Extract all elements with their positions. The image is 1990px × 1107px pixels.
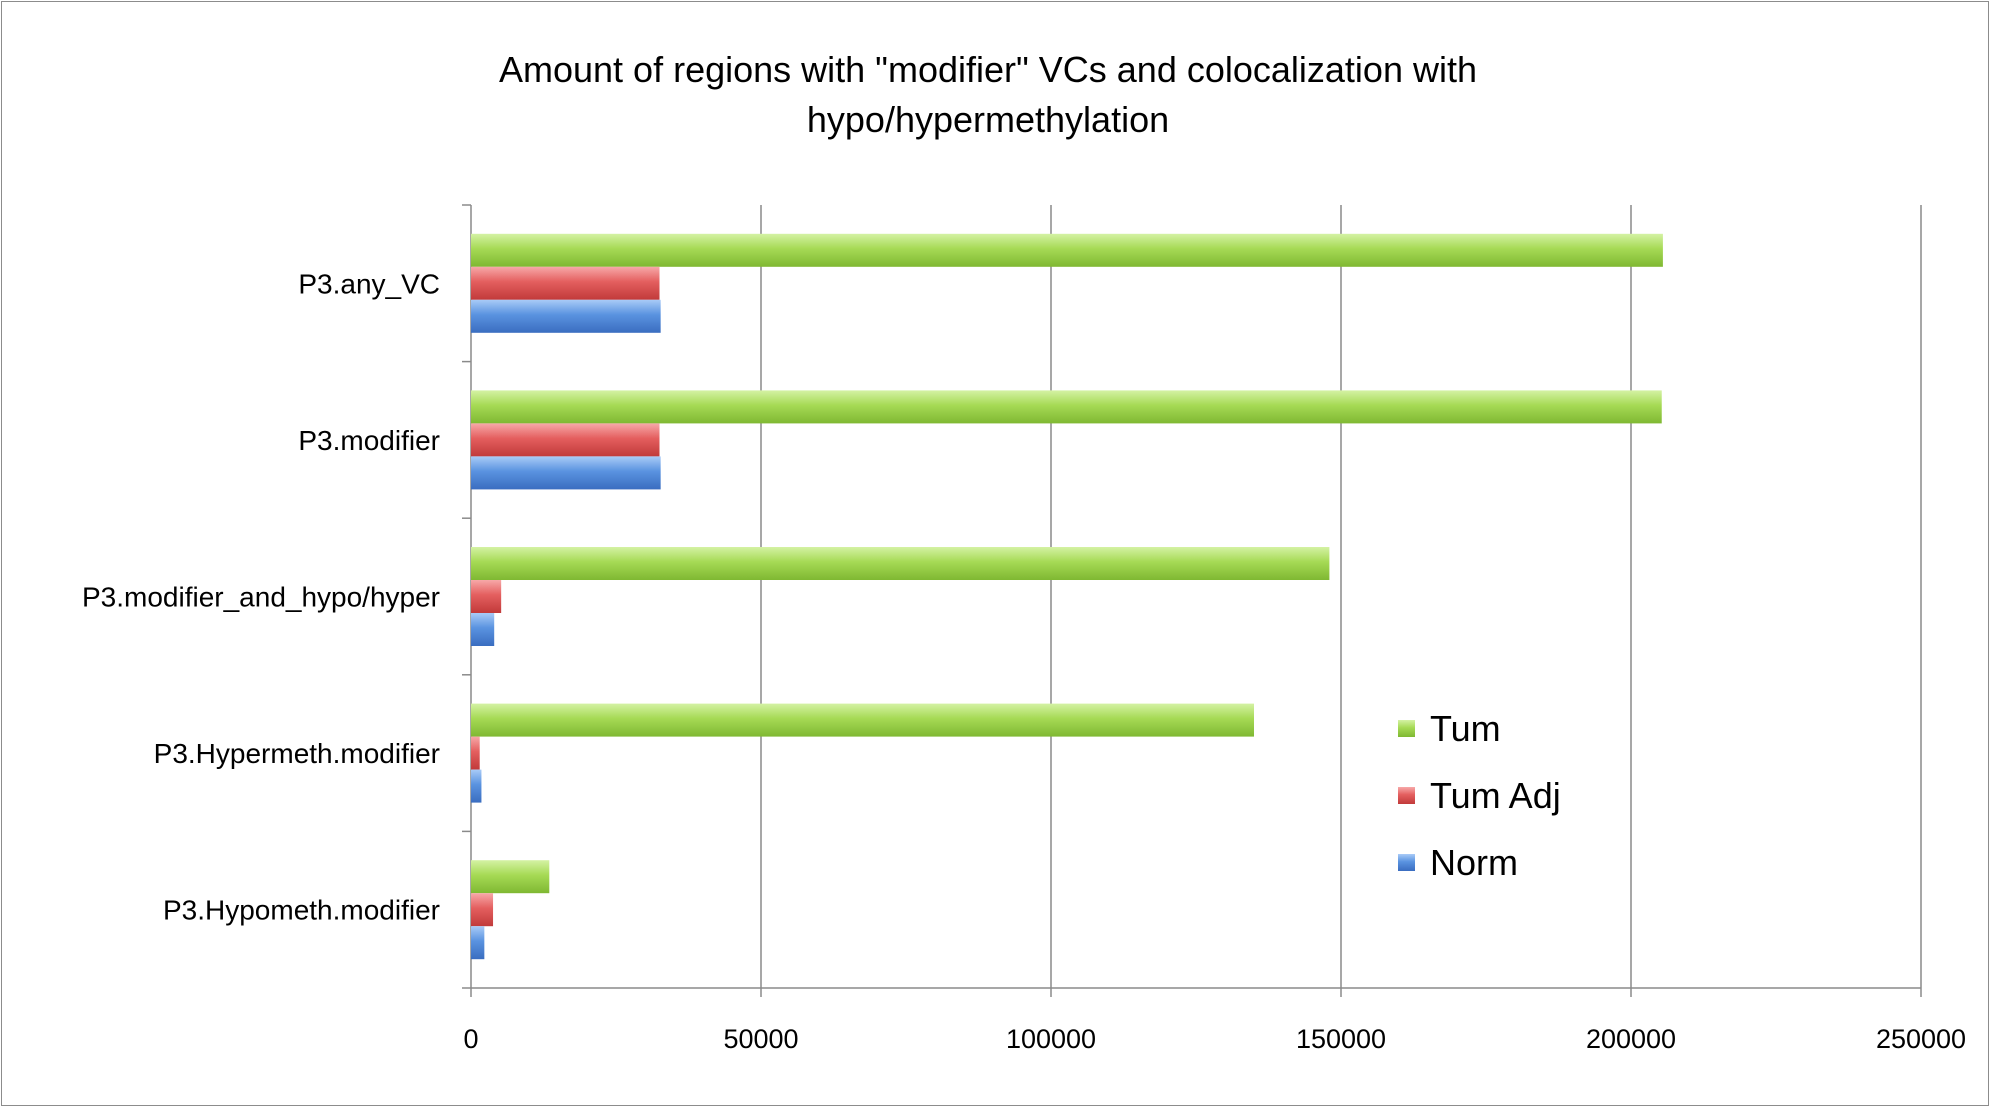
- bar-norm: [471, 613, 495, 646]
- legend-label: Tum: [1430, 708, 1501, 749]
- category-label: P3.modifier_and_hypo/hyper: [82, 582, 440, 613]
- bar-tum: [471, 703, 1254, 737]
- category-label: P3.Hypermeth.modifier: [154, 738, 440, 769]
- bar-norm: [471, 456, 661, 490]
- bar-tum: [471, 233, 1663, 267]
- x-tick-label: 250000: [1876, 1024, 1966, 1054]
- bars: [471, 233, 1663, 960]
- chart-title-line-2: hypo/hypermethylation: [807, 99, 1169, 140]
- legend-swatch: [1398, 854, 1415, 871]
- category-label: P3.modifier: [298, 425, 440, 456]
- bar-tum-adj: [471, 423, 660, 457]
- bar-norm: [471, 299, 661, 333]
- axes: [462, 204, 1922, 997]
- bar-tum-adj: [471, 580, 502, 613]
- x-tick-label: 50000: [723, 1024, 798, 1054]
- bar-tum: [471, 860, 550, 894]
- legend-label: Norm: [1430, 842, 1518, 883]
- category-label: P3.Hypometh.modifier: [163, 895, 440, 926]
- legend: Tum Tum Adj Norm: [1398, 708, 1561, 883]
- chart-title-line-1: Amount of regions with "modifier" VCs an…: [499, 49, 1477, 90]
- bar-tum-adj: [471, 736, 480, 770]
- legend-swatch: [1398, 720, 1415, 737]
- x-tick-label: 150000: [1296, 1024, 1386, 1054]
- bar-tum: [471, 547, 1330, 580]
- bar-tum-adj: [471, 266, 660, 300]
- axis-labels: 0 50000 100000 150000 200000 250000 P3.any_VC P…: [82, 268, 1966, 1054]
- x-tick-label: 0: [463, 1024, 478, 1054]
- bar-norm: [471, 926, 485, 960]
- legend-swatch: [1398, 787, 1415, 804]
- category-label: P3.any_VC: [298, 268, 440, 299]
- bar-tum-adj: [471, 893, 494, 927]
- gridlines: [760, 205, 1922, 988]
- x-tick-label: 200000: [1586, 1024, 1676, 1054]
- x-tick-label: 100000: [1006, 1024, 1096, 1054]
- bar-tum: [471, 390, 1662, 424]
- legend-label: Tum Adj: [1430, 775, 1561, 816]
- bar-norm: [471, 769, 482, 803]
